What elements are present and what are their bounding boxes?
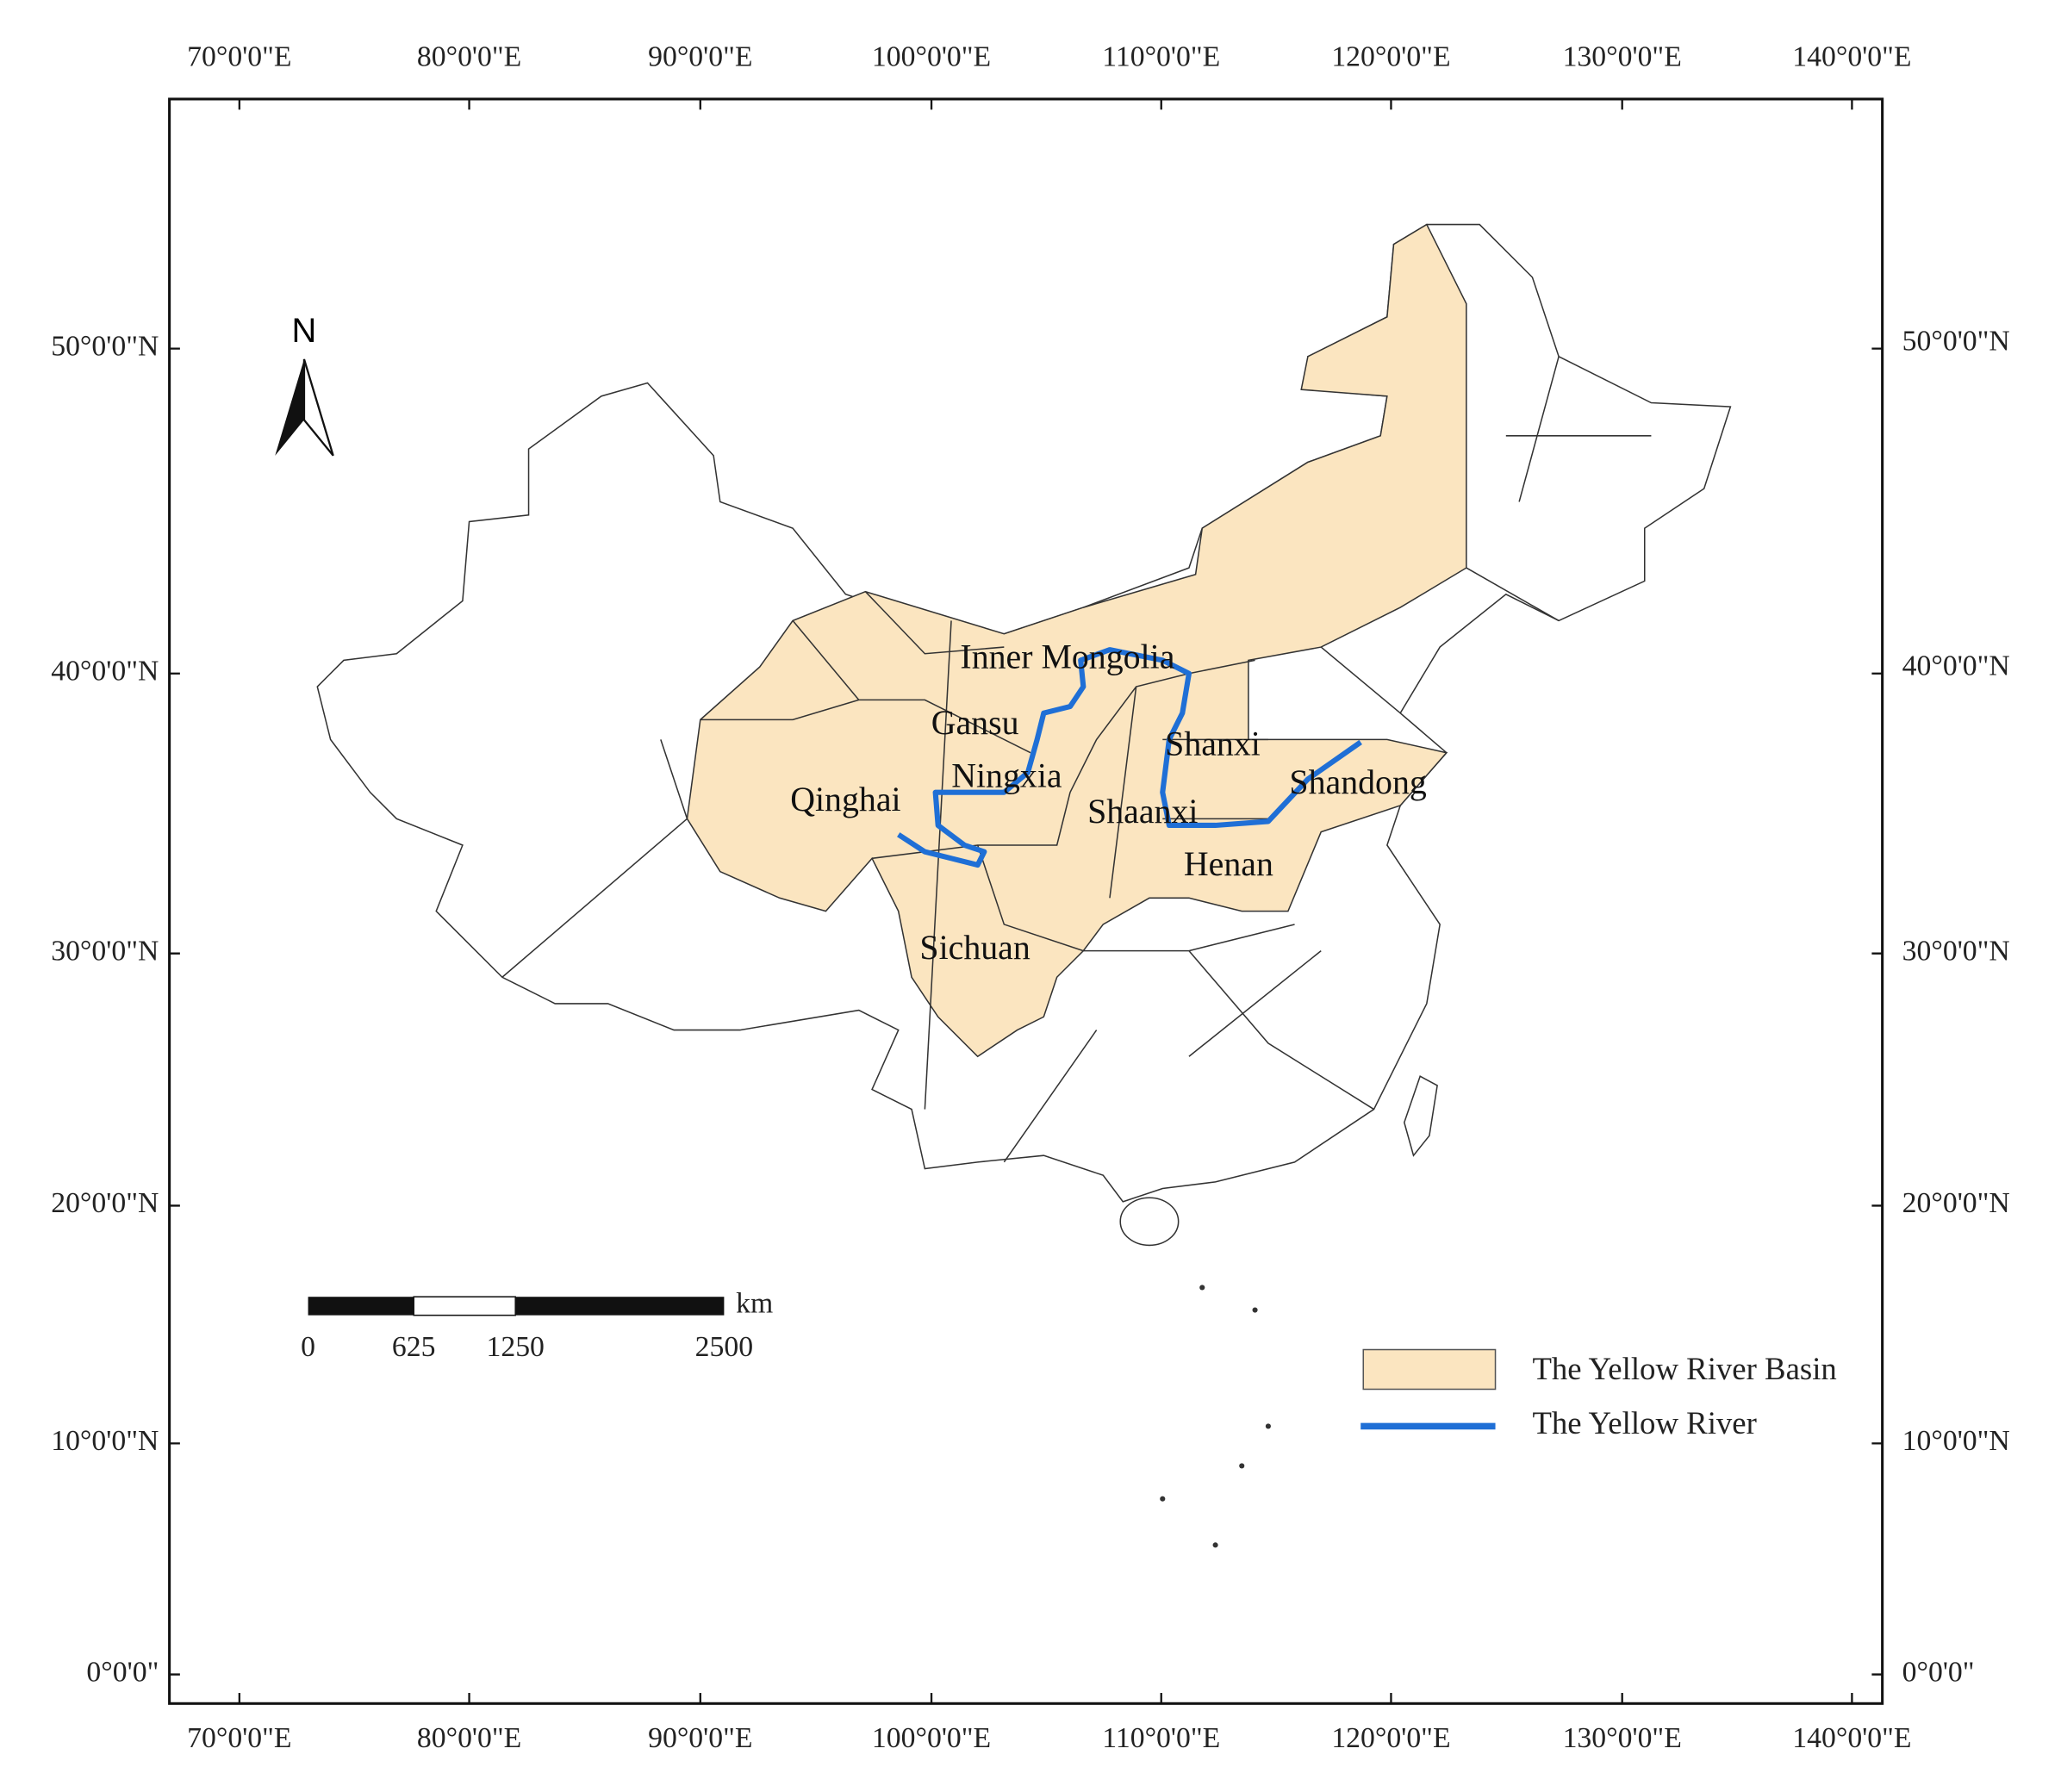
longitude-label: 110°0'0"E	[1102, 1722, 1220, 1754]
longitude-label: 100°0'0"E	[872, 1722, 991, 1754]
province-borders	[501, 356, 1652, 1163]
legend-label: The Yellow River	[1532, 1405, 1756, 1440]
longitude-label: 120°0'0"E	[1331, 41, 1450, 73]
latitude-label: 50°0'0"N	[1902, 325, 2010, 357]
island	[1212, 1542, 1218, 1548]
map-frame	[168, 97, 1884, 1705]
legend-label: The Yellow River Basin	[1532, 1351, 1836, 1386]
longitude-label: 120°0'0"E	[1331, 1722, 1450, 1754]
latitude-label: 20°0'0"N	[51, 1187, 159, 1219]
longitude-label: 140°0'0"E	[1792, 41, 1911, 73]
longitude-label: 130°0'0"E	[1563, 1722, 1682, 1754]
province-label: Ningxia	[951, 756, 1062, 794]
province-label: Gansu	[931, 703, 1019, 742]
north-arrow-right	[302, 358, 334, 457]
longitude-label: 90°0'0"E	[648, 41, 752, 73]
island	[1199, 1285, 1205, 1291]
scale-label: 0	[301, 1331, 315, 1363]
latitude-label: 30°0'0"N	[1902, 935, 2010, 967]
taiwan-island	[1403, 1075, 1438, 1157]
longitude-label: 110°0'0"E	[1102, 41, 1220, 73]
province-label: Sichuan	[919, 928, 1030, 967]
latitude-label: 0°0'0"	[86, 1656, 159, 1688]
longitude-label: 70°0'0"E	[187, 1722, 291, 1754]
scale-segment	[515, 1297, 725, 1316]
province-label: Qinghai	[790, 780, 900, 818]
latitude-label: 50°0'0"N	[51, 330, 159, 362]
province-label: Shandong	[1289, 762, 1426, 801]
frame-ticks	[169, 98, 1883, 1704]
scale-label: 625	[392, 1331, 436, 1363]
country-outline	[316, 223, 1732, 1203]
latitude-label: 10°0'0"N	[51, 1425, 159, 1457]
longitude-label: 90°0'0"E	[648, 1722, 752, 1754]
longitude-label: 70°0'0"E	[187, 41, 291, 73]
province-label: Henan	[1184, 844, 1273, 883]
basin-region	[686, 223, 1467, 1058]
province-label: Shanxi	[1165, 725, 1261, 763]
latitude-label: 10°0'0"N	[1902, 1425, 2010, 1457]
province-label: Shaanxi	[1087, 792, 1198, 831]
scale-unit: km	[736, 1288, 773, 1320]
latitude-label: 40°0'0"N	[1902, 650, 2010, 681]
island	[1252, 1307, 1258, 1313]
south-sea-islands	[1160, 1285, 1271, 1548]
legend-swatch	[1362, 1348, 1497, 1391]
latitude-labels: 50°0'0"N 40°0'0"N 30°0'0"N 20°0'0"N 10°0…	[51, 325, 2010, 1688]
scale-label: 2500	[695, 1331, 753, 1363]
hainan-island	[1119, 1197, 1180, 1247]
north-label: N	[292, 312, 317, 350]
island	[1160, 1496, 1166, 1502]
scale-segment	[308, 1297, 414, 1316]
longitude-label: 140°0'0"E	[1792, 1722, 1911, 1754]
tick-marks	[169, 98, 1883, 1704]
scale-segment	[413, 1296, 516, 1316]
latitude-label: 30°0'0"N	[51, 935, 159, 967]
longitude-labels: 70°0'0"E 80°0'0"E 90°0'0"E 100°0'0"E 110…	[187, 41, 1911, 1754]
yellow-river	[897, 647, 1362, 868]
longitude-label: 80°0'0"E	[417, 1722, 521, 1754]
province-label: Inner Mongolia	[960, 638, 1174, 676]
scale-label: 1250	[486, 1331, 544, 1363]
latitude-label: 0°0'0"	[1902, 1656, 1975, 1688]
longitude-label: 130°0'0"E	[1563, 41, 1682, 73]
island	[1239, 1463, 1245, 1469]
longitude-label: 100°0'0"E	[872, 41, 991, 73]
island	[1265, 1423, 1271, 1429]
longitude-label: 80°0'0"E	[417, 41, 521, 73]
latitude-label: 40°0'0"N	[51, 655, 159, 687]
latitude-label: 20°0'0"N	[1902, 1187, 2010, 1219]
